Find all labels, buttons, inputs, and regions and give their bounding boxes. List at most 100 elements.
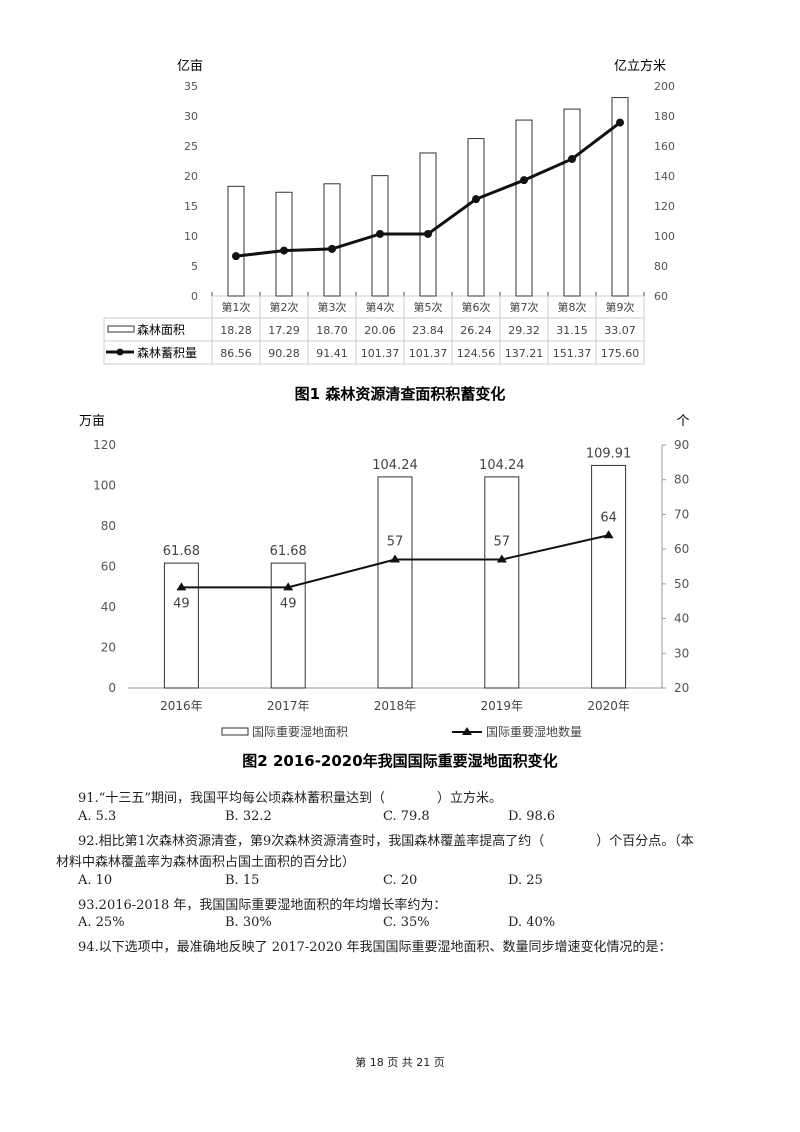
y-axis-label: 亿亩 [177, 58, 203, 74]
x-tick-label: 第6次 [462, 300, 491, 314]
bar-forest-area [275, 191, 293, 297]
y-tick-label: 120 [93, 438, 116, 452]
option-93-d: D. 40% [508, 915, 556, 930]
x-tick-label: 2020年 [587, 699, 630, 713]
point-forest-stock [568, 154, 576, 163]
y-axis-label: 万亩 [79, 413, 105, 429]
line-data-label: 57 [494, 535, 511, 550]
bar-forest-area [467, 138, 485, 297]
bar-forest-area [323, 183, 341, 297]
y2-tick-label: 80 [654, 260, 668, 273]
y-tick-label: 100 [93, 479, 116, 493]
bar-data-label: 104.24 [479, 458, 525, 473]
question-94: 94.以下选项中，最准确地反映了 2017-2020 年我国国际重要湿地面积、数… [78, 940, 672, 955]
bar-data-label: 104.24 [372, 458, 418, 473]
legend-label: 国际重要湿地面积 [252, 724, 348, 739]
y-tick-label: 40 [101, 600, 116, 614]
bar-forest-area [611, 97, 629, 297]
x-tick-label: 第2次 [270, 300, 299, 314]
y2-tick-label: 100 [654, 230, 675, 243]
x-tick-label: 第1次 [222, 300, 251, 314]
legend-bar-swatch [107, 325, 135, 333]
point-forest-stock [472, 195, 480, 204]
line-data-label: 57 [387, 535, 404, 550]
y-tick-label: 0 [108, 681, 116, 695]
table-cell: 33.07 [604, 324, 636, 337]
y-tick-label: 60 [101, 560, 116, 574]
point-wetland-count [283, 582, 294, 591]
y2-tick-label: 140 [654, 170, 675, 183]
option-91-a: A. 5.3 [78, 809, 117, 824]
y2-tick-label: 120 [654, 200, 675, 213]
x-tick-label: 第9次 [606, 300, 635, 314]
option-92-c: C. 20 [383, 873, 418, 888]
x-tick-label: 第5次 [414, 300, 443, 314]
legend-label: 森林面积 [137, 322, 185, 337]
table-cell: 26.24 [460, 324, 492, 337]
legend-label: 森林蓄积量 [137, 345, 197, 360]
y2-tick-label: 60 [674, 542, 689, 556]
option-92-d: D. 25 [508, 873, 543, 888]
bar-data-label: 61.68 [270, 544, 307, 559]
y-tick-label: 80 [101, 519, 116, 533]
bar-forest-area [419, 152, 437, 297]
legend-point-swatch [462, 727, 472, 735]
y-tick-label: 20 [101, 641, 116, 655]
table-cell: 86.56 [220, 347, 252, 360]
y2-tick-label: 80 [674, 473, 689, 487]
option-91-b: B. 32.2 [225, 809, 272, 824]
y2-tick-label: 160 [654, 140, 675, 153]
point-wetland-count [603, 530, 614, 539]
legend-point-swatch [116, 348, 124, 356]
table-cell: 31.15 [556, 324, 588, 337]
y2-tick-label: 50 [674, 577, 689, 591]
x-tick-label: 2017年 [267, 699, 310, 713]
y2-tick-label: 200 [654, 80, 675, 93]
chart-forest: 亿亩 亿立方米 0 5 10 15 20 25 30 35 60 80 100 120 140 160 180 2… [103, 58, 675, 403]
table-cell: 137.21 [505, 347, 544, 360]
chart-wetland: 万亩 个 0 20 40 60 80 100 120 20 30 40 50 60 70 80 90 61.68 2… [79, 413, 690, 770]
table-cell: 175.60 [601, 347, 640, 360]
y2-tick-label: 40 [674, 612, 689, 626]
option-93-c: C. 35% [383, 915, 430, 930]
table-cell: 20.06 [364, 324, 396, 337]
table-cell: 23.84 [412, 324, 444, 337]
chart-title: 图2 2016-2020年我国国际重要湿地面积变化 [242, 752, 557, 770]
bar-data-label: 109.91 [586, 446, 632, 461]
option-92-a: A. 10 [78, 873, 113, 888]
page-footer: 第 18 页 共 21 页 [355, 1056, 445, 1069]
x-tick-label: 2016年 [160, 699, 203, 713]
table-cell: 101.37 [409, 347, 448, 360]
y2-tick-label: 70 [674, 507, 689, 521]
table-cell: 151.37 [553, 347, 592, 360]
y-tick-label: 30 [184, 110, 198, 123]
x-tick-label: 第8次 [558, 300, 587, 314]
bar-wetland-area [163, 562, 199, 689]
chart-title: 图1 森林资源清查面积积蓄变化 [295, 385, 506, 403]
y2-tick-label: 20 [674, 681, 689, 695]
x-tick-label: 第3次 [318, 300, 347, 314]
point-wetland-count [176, 582, 187, 591]
table-cell: 18.70 [316, 324, 348, 337]
bar-forest-area [227, 185, 245, 297]
bar-data-label: 61.68 [163, 544, 200, 559]
table-cell: 124.56 [457, 347, 496, 360]
table-cell: 17.29 [268, 324, 300, 337]
bar-forest-area [563, 108, 581, 297]
y2-axis-label: 个 [676, 414, 689, 429]
line-data-label: 49 [173, 596, 190, 611]
bar-wetland-area [270, 562, 306, 689]
bar-wetland-area [591, 464, 627, 689]
y2-tick-label: 30 [674, 646, 689, 660]
y-tick-label: 20 [184, 170, 198, 183]
legend-label: 国际重要湿地数量 [486, 724, 582, 739]
question-92-note: 材料中森林覆盖率为森林面积占国土面积的百分比） [56, 855, 356, 870]
question-91: 91.“十三五”期间，我国平均每公顷森林蓄积量达到（ ）立方米。 [78, 791, 502, 806]
y2-tick-label: 180 [654, 110, 675, 123]
x-tick-label: 2019年 [481, 699, 524, 713]
y-tick-label: 0 [191, 290, 198, 303]
y-tick-label: 10 [184, 230, 198, 243]
point-forest-stock [328, 244, 336, 253]
bar-wetland-area [484, 476, 520, 689]
